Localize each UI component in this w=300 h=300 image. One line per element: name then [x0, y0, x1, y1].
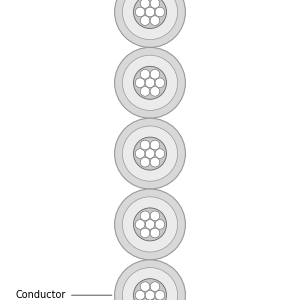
Circle shape: [140, 211, 150, 220]
Circle shape: [145, 220, 155, 229]
Circle shape: [150, 87, 160, 96]
Circle shape: [134, 137, 166, 170]
Circle shape: [155, 78, 165, 88]
Circle shape: [145, 290, 155, 300]
Circle shape: [140, 69, 150, 79]
Circle shape: [134, 279, 166, 300]
Circle shape: [155, 7, 165, 17]
Circle shape: [150, 228, 160, 238]
Circle shape: [135, 78, 145, 88]
Circle shape: [122, 268, 178, 300]
Circle shape: [145, 78, 155, 88]
Circle shape: [155, 220, 165, 229]
Circle shape: [150, 140, 160, 150]
Circle shape: [150, 282, 160, 291]
Circle shape: [140, 87, 150, 96]
Circle shape: [115, 0, 185, 47]
Circle shape: [135, 220, 145, 229]
Circle shape: [134, 0, 166, 28]
Circle shape: [150, 16, 160, 26]
Circle shape: [150, 0, 160, 8]
Circle shape: [150, 211, 160, 220]
Circle shape: [134, 66, 166, 99]
Circle shape: [135, 7, 145, 17]
Circle shape: [155, 149, 165, 158]
Circle shape: [135, 290, 145, 300]
Text: Jacket: Jacket: [0, 299, 1, 300]
Circle shape: [140, 140, 150, 150]
Circle shape: [150, 299, 160, 300]
Circle shape: [135, 149, 145, 158]
Circle shape: [150, 158, 160, 167]
Circle shape: [115, 189, 185, 260]
Circle shape: [140, 0, 150, 8]
Circle shape: [150, 69, 160, 79]
Text: Conductor: Conductor: [16, 290, 112, 300]
Circle shape: [145, 149, 155, 158]
Circle shape: [145, 7, 155, 17]
Circle shape: [122, 126, 178, 181]
Circle shape: [115, 118, 185, 189]
Circle shape: [155, 290, 165, 300]
Circle shape: [140, 299, 150, 300]
Circle shape: [140, 228, 150, 238]
Circle shape: [140, 282, 150, 291]
Circle shape: [140, 16, 150, 26]
Circle shape: [115, 47, 185, 118]
Circle shape: [134, 208, 166, 241]
Circle shape: [115, 260, 185, 300]
Circle shape: [122, 197, 178, 252]
Circle shape: [122, 55, 178, 110]
Circle shape: [140, 158, 150, 167]
Circle shape: [122, 0, 178, 40]
